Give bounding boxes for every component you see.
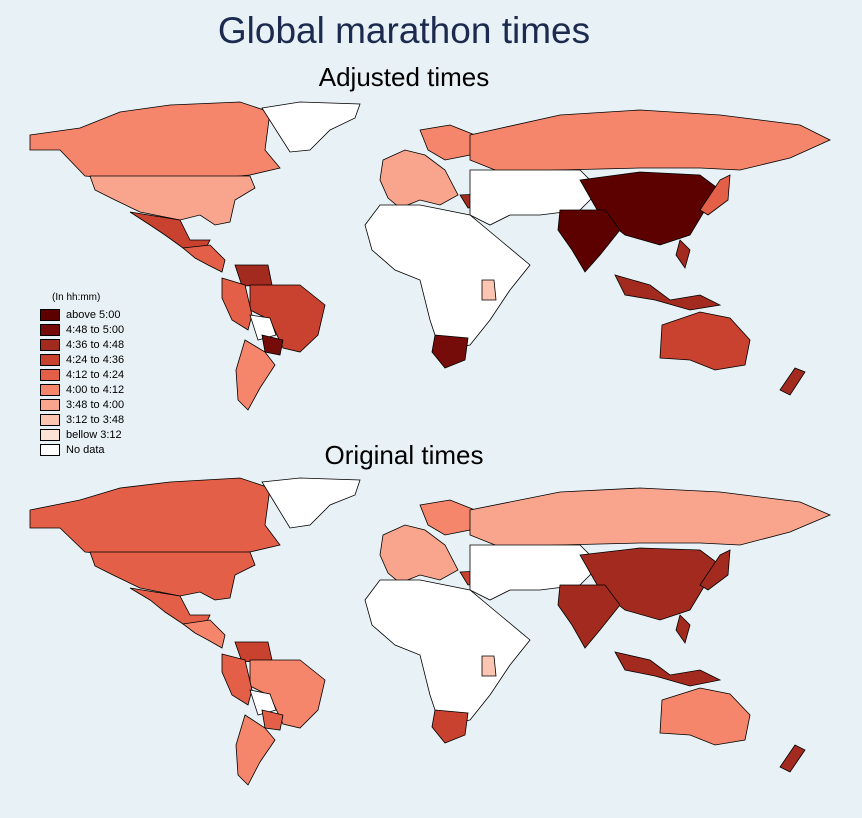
region-africa — [364, 204, 531, 351]
region-russia — [469, 487, 832, 548]
region-australia — [659, 687, 751, 746]
legend-item: 4:36 to 4:48 — [40, 337, 124, 352]
region-usa — [89, 551, 256, 601]
region-south-africa — [431, 334, 469, 369]
legend-label: 4:48 to 5:00 — [66, 323, 125, 336]
legend-swatch — [40, 353, 60, 366]
region-usa — [89, 175, 256, 226]
legend-item: 4:24 to 4:36 — [40, 352, 124, 367]
legend-swatch — [40, 368, 60, 381]
region-kenya — [481, 655, 497, 677]
region-india — [557, 584, 621, 649]
legend-label: 4:12 to 4:24 — [66, 368, 125, 381]
legend-swatch — [40, 443, 60, 456]
legend-swatch — [40, 428, 60, 441]
region-southeast-asia — [614, 651, 722, 687]
region-bolivia — [249, 314, 277, 341]
legend-label: 4:00 to 4:12 — [66, 383, 125, 396]
region-brazil — [249, 284, 326, 353]
legend-swatch — [40, 413, 60, 426]
legend-label: 4:24 to 4:36 — [66, 353, 125, 366]
region-africa — [364, 579, 531, 726]
legend-item: 3:48 to 4:00 — [40, 397, 124, 412]
region-australia — [659, 311, 751, 371]
legend-item: 4:48 to 5:00 — [40, 322, 124, 337]
legend-item: above 5:00 — [40, 307, 124, 322]
legend-item: bellow 3:12 — [40, 427, 124, 442]
legend-label: 3:12 to 3:48 — [66, 413, 125, 426]
region-greenland — [261, 477, 361, 529]
region-scandinavia — [419, 124, 476, 161]
region-scandinavia — [419, 499, 476, 536]
legend-label: above 5:00 — [66, 308, 121, 321]
legend-item: 4:12 to 4:24 — [40, 367, 124, 382]
legend-swatch — [40, 308, 60, 321]
legend-title: (In hh:mm) — [52, 292, 101, 303]
legend-item: No data — [40, 442, 124, 457]
region-andes — [221, 653, 253, 706]
region-central-america — [182, 244, 226, 273]
region-india — [557, 209, 621, 273]
region-japan — [699, 174, 731, 216]
region-europe-west — [379, 524, 459, 584]
region-south-africa — [431, 709, 469, 744]
region-canada — [29, 477, 281, 557]
legend-swatch — [40, 323, 60, 336]
legend-label: bellow 3:12 — [66, 428, 122, 441]
region-russia — [469, 109, 831, 173]
world-map-adjusted — [29, 101, 831, 411]
region-philippines — [675, 239, 691, 269]
region-europe-west — [379, 149, 459, 209]
map-subtitle-original: Original times — [324, 440, 484, 470]
region-paraguay — [261, 709, 284, 731]
legend-swatch — [40, 338, 60, 351]
region-central-america — [181, 619, 226, 649]
region-paraguay — [261, 334, 284, 356]
world-map-original — [29, 477, 832, 786]
region-bolivia — [249, 689, 277, 716]
region-southeast-asia — [614, 274, 722, 311]
legend-swatch — [40, 398, 60, 411]
region-philippines — [675, 614, 691, 644]
region-kenya — [481, 279, 497, 301]
region-new-zealand — [779, 367, 806, 396]
legend-label: No data — [66, 443, 105, 456]
region-brazil — [249, 659, 326, 729]
region-argentina — [235, 339, 276, 411]
region-japan — [699, 549, 731, 591]
region-canada — [29, 101, 281, 181]
region-andes — [221, 277, 253, 331]
legend-item: 3:12 to 3:48 — [40, 412, 124, 427]
map-subtitle-adjusted: Adjusted times — [318, 62, 490, 92]
region-new-zealand — [779, 744, 806, 773]
legend-label: 4:36 to 4:48 — [66, 338, 125, 351]
legend: (In hh:mm) above 5:00 4:48 to 5:00 4:36 to… — [40, 292, 124, 457]
legend-item: 4:00 to 4:12 — [40, 382, 124, 397]
region-greenland — [261, 101, 361, 153]
region-argentina — [235, 714, 276, 786]
region-venezuela — [234, 264, 273, 287]
legend-swatch — [40, 383, 60, 396]
legend-label: 3:48 to 4:00 — [66, 398, 125, 411]
chart-title: Global marathon times — [217, 10, 591, 51]
